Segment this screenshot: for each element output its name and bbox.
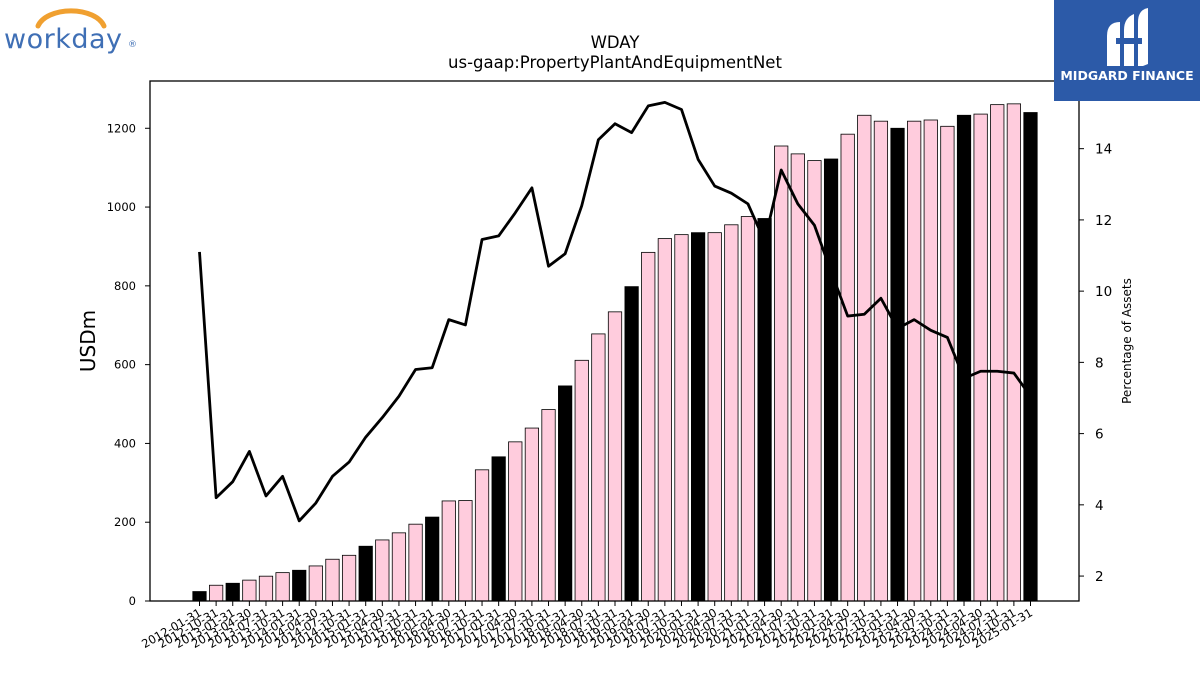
bar-2013-10-31 bbox=[275, 572, 290, 602]
y2-tick-label: 10 bbox=[1095, 284, 1112, 300]
y2-tick-label: 6 bbox=[1095, 427, 1104, 443]
bar-2014-10-31 bbox=[341, 554, 357, 602]
bar-2019-01-31 bbox=[624, 286, 639, 602]
bar-2013-07-31 bbox=[258, 575, 274, 602]
y-tick-label: 800 bbox=[114, 279, 136, 293]
bar-2018-10-31 bbox=[607, 311, 623, 602]
y-axis-label: USDm bbox=[76, 310, 100, 372]
bar-2015-04-30 bbox=[375, 539, 390, 602]
bar-2017-01-31 bbox=[491, 456, 506, 602]
bar-2013-04-30 bbox=[242, 579, 257, 602]
bar-2020-04-30 bbox=[707, 232, 722, 602]
bars-layer bbox=[192, 103, 1038, 602]
bar-2021-01-31 bbox=[757, 218, 772, 602]
bar-2021-04-30 bbox=[774, 145, 789, 602]
bar-2012-10-31 bbox=[209, 584, 224, 602]
bar-2015-07-31 bbox=[391, 532, 407, 602]
bar-2018-07-31 bbox=[591, 333, 606, 602]
publisher-logo-text: MIDGARD FINANCE bbox=[1060, 68, 1194, 83]
registered-mark: ® bbox=[128, 40, 137, 50]
bar-2019-07-31 bbox=[657, 238, 672, 602]
y2-axis-label: Percentage of Assets bbox=[1120, 278, 1134, 404]
bar-2014-04-30 bbox=[308, 565, 323, 602]
x-axis: 2012-01-312012-10-312013-01-312013-04-30… bbox=[139, 601, 1035, 651]
bar-2025-01-31 bbox=[1023, 112, 1038, 602]
bar-2020-07-31 bbox=[724, 224, 739, 602]
y-tick-label: 1200 bbox=[107, 121, 136, 135]
bar-2024-04-30 bbox=[973, 113, 988, 602]
y2-tick-label: 14 bbox=[1095, 142, 1112, 158]
y2-tick-label: 2 bbox=[1095, 569, 1104, 585]
bar-2022-10-31 bbox=[873, 120, 889, 602]
y-tick-label: 600 bbox=[114, 358, 136, 372]
bar-2016-01-31 bbox=[425, 516, 440, 602]
bar-2024-07-31 bbox=[990, 104, 1005, 602]
bar-2022-04-30 bbox=[840, 133, 855, 602]
bar-2015-01-31 bbox=[358, 545, 373, 602]
bar-2020-01-31 bbox=[691, 232, 706, 602]
bar-2014-07-31 bbox=[325, 558, 340, 602]
bar-2017-07-31 bbox=[524, 427, 540, 602]
bar-2020-10-31 bbox=[740, 216, 756, 602]
bar-2019-04-30 bbox=[641, 251, 656, 602]
y-tick-label: 1000 bbox=[107, 200, 136, 214]
chart-title: WDAY bbox=[591, 33, 641, 52]
y2-tick-label: 12 bbox=[1095, 213, 1112, 229]
bar-2021-07-31 bbox=[790, 153, 805, 602]
y2-tick-label: 8 bbox=[1095, 355, 1104, 371]
y2-tick-label: 4 bbox=[1095, 498, 1104, 514]
company-logo: workday ® bbox=[4, 4, 139, 59]
bar-2013-01-31 bbox=[225, 582, 240, 602]
right-axis: 2 4 6 8 10 12 14 bbox=[1079, 142, 1112, 585]
bar-2014-01-31 bbox=[292, 569, 307, 602]
bar-2023-04-30 bbox=[907, 120, 922, 602]
bar-2022-01-31 bbox=[823, 158, 839, 602]
bar-2018-04-30 bbox=[574, 359, 589, 602]
bar-2024-10-31 bbox=[1006, 103, 1021, 602]
bar-2024-01-31 bbox=[956, 114, 972, 602]
bar-2016-10-31 bbox=[474, 469, 490, 602]
bar-2016-07-31 bbox=[458, 500, 473, 602]
bar-2012-01-31 bbox=[192, 591, 207, 602]
logo-arc-icon bbox=[35, 8, 107, 29]
bar-2017-04-30 bbox=[508, 441, 523, 602]
midgard-emblem-icon bbox=[1107, 8, 1148, 66]
line-layer bbox=[198, 100, 1032, 523]
bar-2023-07-31 bbox=[923, 119, 938, 602]
left-axis: 0 200 400 600 800 1000 1200 bbox=[107, 121, 150, 608]
bar-2017-10-31 bbox=[541, 409, 556, 602]
chart-subtitle: us-gaap:PropertyPlantAndEquipmentNet bbox=[448, 53, 782, 72]
publisher-logo: MIDGARD FINANCE bbox=[1054, 0, 1200, 101]
bar-2023-01-31 bbox=[890, 127, 905, 602]
company-logo-text: workday bbox=[4, 24, 123, 55]
y-tick-label: 0 bbox=[129, 594, 136, 608]
y-tick-label: 200 bbox=[114, 515, 136, 529]
bar-2016-04-30 bbox=[441, 500, 456, 602]
y-tick-label: 400 bbox=[114, 436, 136, 450]
bar-2022-07-31 bbox=[857, 114, 872, 602]
bar-2015-10-31 bbox=[408, 523, 423, 602]
percentage-of-assets-line bbox=[198, 100, 1032, 523]
bar-2019-10-31 bbox=[674, 234, 689, 602]
bar-2023-10-31 bbox=[940, 125, 955, 602]
bar-2018-01-31 bbox=[558, 385, 573, 602]
